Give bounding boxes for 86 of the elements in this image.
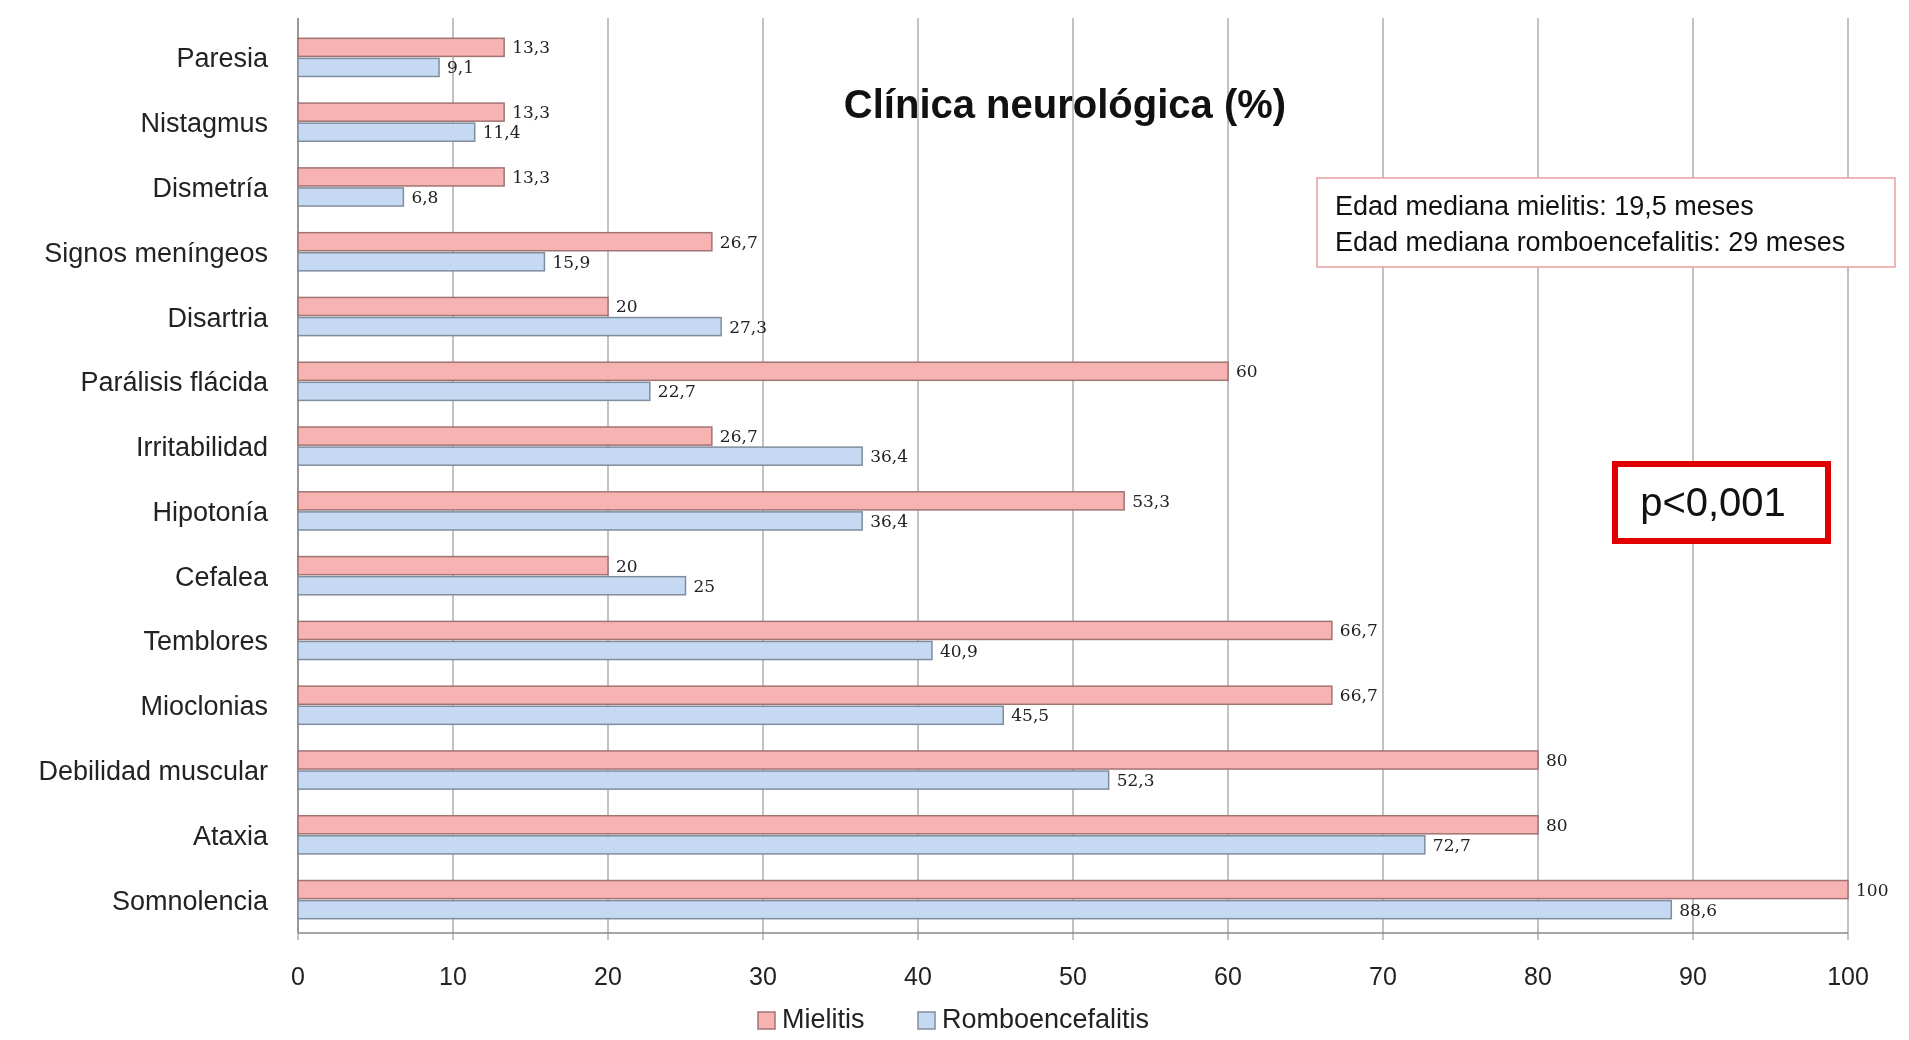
data-label: 11,4 xyxy=(482,122,521,143)
bar xyxy=(297,187,405,207)
bar xyxy=(297,835,1426,855)
y-tick-label: Debilidad muscular xyxy=(38,756,268,787)
y-tick-label: Signos meníngeos xyxy=(44,237,268,268)
y-tick-label: Nistagmus xyxy=(140,108,268,139)
y-tick-label: Paresia xyxy=(176,43,269,74)
data-label: 45,5 xyxy=(1011,705,1050,726)
x-tick-label: 60 xyxy=(1214,962,1242,990)
bar xyxy=(297,122,476,143)
x-tick-label: 0 xyxy=(291,962,305,990)
bar xyxy=(297,252,546,272)
bar xyxy=(297,879,1849,900)
bar xyxy=(297,555,609,576)
y-tick-label: Ataxia xyxy=(192,820,269,851)
x-tick-label: 20 xyxy=(594,962,622,990)
bar xyxy=(297,705,1004,726)
y-tick-label: Irritabilidad xyxy=(135,432,268,463)
bar xyxy=(297,640,933,661)
bar xyxy=(297,167,505,187)
x-tick-label: 30 xyxy=(749,962,777,990)
bar xyxy=(297,446,863,466)
bar xyxy=(297,491,1125,511)
x-tick-label: 10 xyxy=(439,962,467,990)
y-tick-label: Dismetría xyxy=(152,172,269,203)
x-tick-label: 90 xyxy=(1679,962,1707,990)
data-label: 9,1 xyxy=(447,57,475,78)
y-tick-label: Temblores xyxy=(143,626,268,657)
bar xyxy=(297,361,1229,382)
bar xyxy=(297,381,651,402)
annotation: p<0,001 xyxy=(1640,480,1786,524)
data-label: 66,7 xyxy=(1339,620,1378,641)
data-label: 66,7 xyxy=(1339,685,1378,706)
data-label: 60 xyxy=(1236,361,1258,382)
data-label: 13,3 xyxy=(512,166,551,187)
annotation: Edad mediana mielitis: 19,5 meses Edad mediana romboencefalitis: 29 meses xyxy=(1335,191,1846,257)
data-label: 25 xyxy=(693,575,716,596)
data-label: 36,4 xyxy=(870,446,909,467)
y-tick-label: Hipotonía xyxy=(152,496,269,527)
legend-label: Romboencefalitis xyxy=(942,1004,1150,1034)
y-tick-label: Somnolencia xyxy=(111,885,269,916)
bar xyxy=(297,620,1333,641)
data-label: 26,7 xyxy=(719,426,758,447)
data-label: 53,3 xyxy=(1132,490,1171,511)
x-tick-label: 40 xyxy=(904,962,932,990)
bar xyxy=(297,296,609,317)
bar xyxy=(297,814,1539,835)
data-label: 72,7 xyxy=(1432,834,1471,855)
bar xyxy=(297,899,1673,920)
y-tick-label: Disartria xyxy=(167,302,269,333)
bar xyxy=(297,37,505,58)
data-label: 20 xyxy=(616,555,638,576)
bar xyxy=(297,685,1333,705)
y-tick-label: Parálisis flácida xyxy=(80,367,269,398)
data-label: 80 xyxy=(1546,814,1568,835)
data-label: 22,7 xyxy=(657,381,696,402)
data-label: 27,3 xyxy=(729,316,768,337)
bar xyxy=(297,575,687,596)
data-label: 6,8 xyxy=(411,187,439,208)
data-label: 20 xyxy=(616,296,638,317)
bar xyxy=(297,511,863,531)
bar xyxy=(297,750,1539,770)
bar xyxy=(297,770,1110,790)
data-label: 15,9 xyxy=(552,251,591,272)
bar xyxy=(297,102,505,122)
x-tick-label: 80 xyxy=(1524,962,1552,990)
data-label: 88,6 xyxy=(1679,899,1718,920)
x-tick-label: 70 xyxy=(1369,962,1397,990)
bar xyxy=(297,231,713,252)
data-label: 40,9 xyxy=(939,640,978,661)
data-label: 100 xyxy=(1856,879,1889,900)
x-tick-label: 50 xyxy=(1059,962,1087,990)
x-tick-label: 100 xyxy=(1827,962,1869,990)
data-label: 26,7 xyxy=(719,231,758,252)
bar xyxy=(297,426,713,446)
data-label: 13,3 xyxy=(512,102,551,123)
y-tick-label: Mioclonias xyxy=(140,691,268,722)
legend-label: Mielitis xyxy=(782,1004,865,1034)
data-label: 13,3 xyxy=(512,37,551,58)
bar xyxy=(297,316,722,337)
y-tick-label: Cefalea xyxy=(174,561,269,592)
data-label: 36,4 xyxy=(870,510,909,531)
text: Clínica neurológica (%) xyxy=(843,82,1287,126)
bar xyxy=(297,57,440,78)
data-label: 80 xyxy=(1546,749,1568,770)
data-label: 52,3 xyxy=(1116,770,1155,791)
